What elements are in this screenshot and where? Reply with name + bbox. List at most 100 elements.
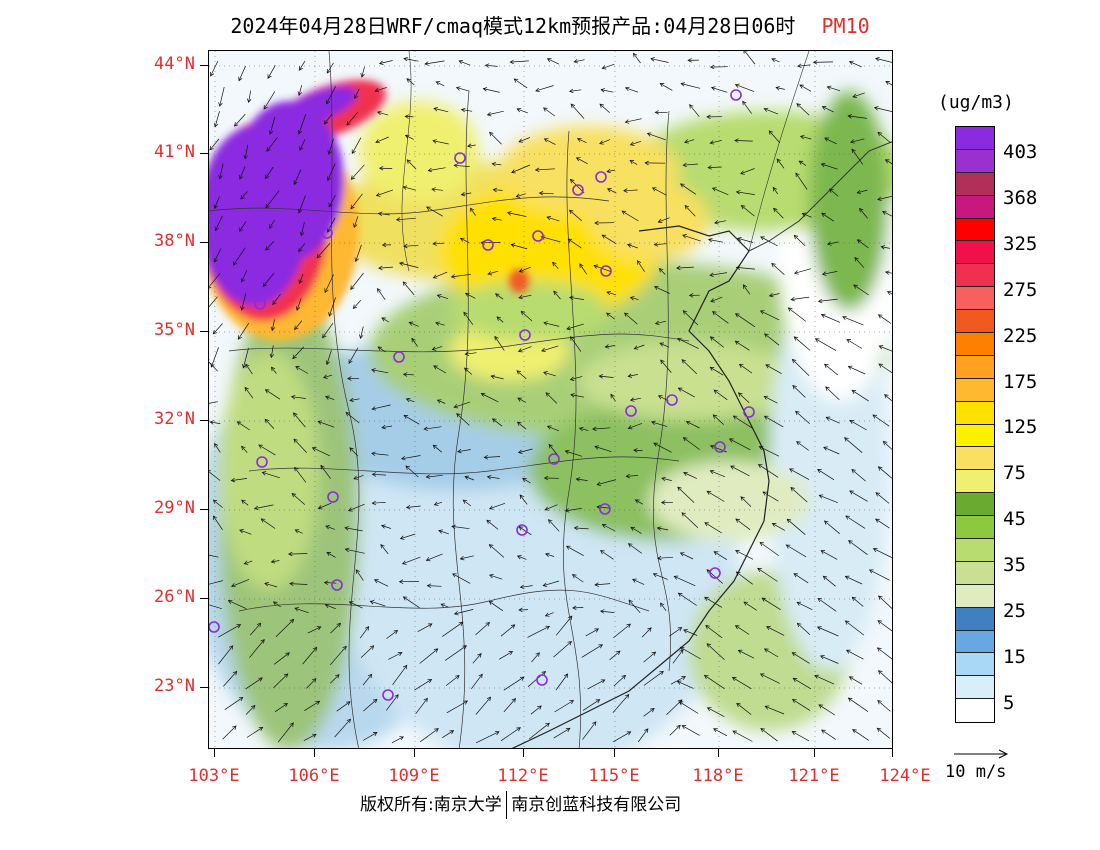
wind-vector [236, 421, 250, 431]
wind-vector [796, 622, 811, 636]
station-marker [482, 239, 494, 251]
lon-label: 109°E [388, 766, 440, 786]
wind-vector [494, 293, 504, 300]
wind-vector [877, 670, 892, 684]
wind-vector [210, 347, 219, 368]
legend-label: 175 [1003, 370, 1038, 393]
concentration-area [649, 461, 809, 541]
map-panel [208, 50, 893, 749]
wind-vector [258, 444, 276, 456]
wind-vector [604, 344, 616, 349]
wind-vector [606, 168, 616, 174]
wind-vector [277, 722, 294, 743]
wind-vector [398, 261, 419, 268]
wind-vector [817, 298, 838, 304]
wind-vector [492, 187, 503, 193]
wind-vector [759, 310, 780, 321]
wind-vector [709, 366, 724, 376]
wind-vector [820, 313, 841, 323]
wind-vector [670, 676, 686, 685]
wind-vector [380, 524, 392, 529]
wind-vector [682, 162, 698, 168]
wind-vector [424, 60, 445, 66]
wind-vector [612, 693, 630, 713]
wind-vector [218, 163, 224, 180]
wind-vector [377, 346, 386, 353]
wind-vector [348, 601, 363, 609]
station-marker [382, 689, 394, 701]
wind-vector [326, 86, 337, 105]
wind-vector [518, 266, 531, 273]
wind-vector [868, 569, 890, 581]
wind-vector [592, 426, 611, 432]
wind-vector [845, 515, 866, 529]
wind-vector [376, 110, 389, 116]
station-marker [599, 503, 611, 515]
lon-label: 103°E [188, 766, 240, 786]
wind-vector [875, 518, 890, 529]
wind-vector [491, 161, 502, 167]
wind-vector [606, 290, 617, 296]
wind-vector [227, 599, 247, 610]
wind-vector [513, 78, 528, 89]
wind-vector [819, 655, 839, 664]
wind-vector [796, 601, 813, 611]
wind-vector [243, 560, 253, 565]
wind-vector [249, 639, 265, 658]
wind-vector [880, 245, 890, 250]
wind-vector [776, 158, 785, 169]
lat-tick [200, 420, 208, 421]
wind-vector [415, 697, 428, 715]
legend-label: 45 [1003, 508, 1026, 531]
wind-vector [669, 627, 683, 637]
lon-label: 112°E [497, 766, 549, 786]
wind-vector [522, 477, 531, 484]
wind-vector [240, 191, 248, 200]
wind-vector [713, 551, 727, 560]
wind-vector [773, 207, 784, 219]
wind-vector [876, 727, 891, 739]
station-marker [709, 567, 721, 579]
wind-vector [324, 274, 334, 294]
legend-swatch [956, 516, 994, 540]
wind-vector [402, 185, 417, 191]
wind-vector [735, 518, 751, 530]
lon-tick [314, 749, 315, 757]
wind-vector [403, 56, 419, 62]
wind-vector [711, 187, 729, 196]
wind-vector [677, 592, 697, 606]
wind-vector [213, 515, 223, 530]
station-marker [256, 456, 268, 468]
wind-vector [829, 188, 839, 197]
station-marker [254, 298, 266, 310]
wind-vector [713, 389, 728, 401]
wind-vector [381, 242, 392, 248]
wind-vector [709, 470, 726, 478]
wind-vector [817, 469, 835, 481]
wind-vector [329, 674, 340, 684]
wind-vector [214, 215, 223, 232]
wind-vector [214, 442, 221, 453]
wind-vector [548, 519, 560, 532]
wind-vector [223, 670, 238, 687]
wind-vector [450, 273, 471, 279]
wind-vector [489, 502, 506, 510]
wind-vector [760, 728, 778, 742]
wind-vector [234, 113, 246, 127]
wind-vector [849, 490, 868, 502]
wind-vector [735, 550, 754, 560]
wind-vector [487, 270, 499, 276]
wind-vector [306, 678, 317, 689]
wind-vector [445, 675, 460, 686]
wind-vector [566, 323, 584, 331]
wind-vector [381, 424, 393, 430]
wind-vector [344, 526, 363, 532]
wind-vector [637, 728, 649, 743]
wind-vector [426, 206, 443, 217]
boundary-line [248, 456, 680, 475]
concentration-area [509, 269, 529, 293]
wind-vector [791, 731, 810, 742]
boundary-line [228, 333, 690, 353]
wind-vector [482, 87, 500, 93]
wind-vector [359, 326, 364, 340]
